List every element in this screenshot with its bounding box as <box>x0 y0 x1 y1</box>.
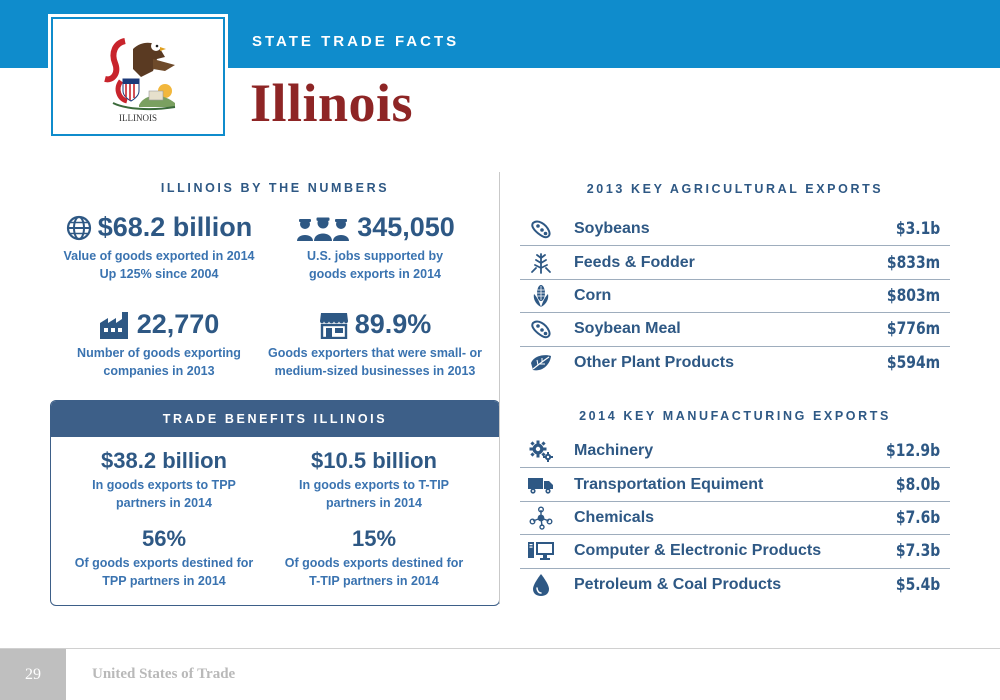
wheat-icon <box>531 252 551 274</box>
export-value: $7.6b <box>895 507 941 528</box>
flag-label: ILLINOIS <box>119 113 157 123</box>
stat-value: 89.9% <box>354 309 432 339</box>
mfg-section-title: 2014 KEY MANUFACTURING EXPORTS <box>579 409 891 423</box>
stat-small-business: 89.9% Goods exporters that were small- o… <box>264 309 486 380</box>
export-value: $833m <box>886 252 941 273</box>
export-name: Soybean Meal <box>574 320 681 338</box>
trade-benefits-panel: TRADE BENEFITS ILLINOIS $38.2 billion In… <box>50 400 500 606</box>
stat-export-value: $68.2 billion Value of goods exported in… <box>52 212 266 283</box>
oil-drop-icon <box>533 574 549 597</box>
list-item: Soybean Meal $776m <box>520 313 950 347</box>
benefit-item: 15% Of goods exports destined for T-TIP … <box>274 526 474 590</box>
stat-desc-line: Value of goods exported in 2014 <box>63 249 255 263</box>
list-item: Feeds & Fodder $833m <box>520 246 950 280</box>
benefit-desc-line: partners in 2014 <box>326 496 422 510</box>
computer-icon <box>528 542 554 561</box>
export-name: Soybeans <box>574 220 650 238</box>
molecule-icon <box>529 506 553 530</box>
list-item: Other Plant Products $594m <box>520 347 950 380</box>
stat-companies: 22,770 Number of goods exporting compani… <box>52 309 266 380</box>
benefit-desc-line: Of goods exports destined for <box>284 556 464 570</box>
stat-value: 22,770 <box>136 309 220 339</box>
export-name: Corn <box>574 286 612 304</box>
list-item: Machinery $12.9b <box>520 435 950 469</box>
stat-desc-line: goods exports in 2014 <box>309 267 441 281</box>
stat-desc-line: Number of goods exporting <box>77 346 241 360</box>
soybean-icon <box>531 320 551 339</box>
stat-desc-line: companies in 2013 <box>103 364 215 378</box>
export-name: Feeds & Fodder <box>574 253 695 271</box>
benefit-desc-line: T-TIP partners in 2014 <box>309 574 439 588</box>
stat-desc-line: U.S. jobs supported by <box>306 249 444 263</box>
list-item: Corn $803m <box>520 280 950 314</box>
column-divider <box>499 172 500 604</box>
factory-icon <box>99 311 128 339</box>
benefit-desc-line: partners in 2014 <box>116 496 212 510</box>
stat-jobs: 345,050 U.S. jobs supported by goods exp… <box>268 212 482 283</box>
benefit-item: 56% Of goods exports destined for TPP pa… <box>64 526 264 590</box>
list-item: Petroleum & Coal Products $5.4b <box>520 569 950 602</box>
leaf-icon <box>531 355 551 371</box>
export-name: Petroleum & Coal Products <box>574 576 782 594</box>
export-value: $12.9b <box>886 441 941 462</box>
benefit-value: 56% <box>141 526 187 551</box>
stat-desc-line: medium-sized businesses in 2013 <box>274 364 476 378</box>
footer-divider <box>0 648 1000 649</box>
corn-icon <box>533 284 549 307</box>
truck-icon <box>528 477 553 494</box>
benefit-value: 15% <box>351 526 397 551</box>
soybean-icon <box>531 220 551 239</box>
page-subtitle: STATE TRADE FACTS <box>252 33 460 50</box>
benefit-item: $38.2 billion In goods exports to TPP pa… <box>64 448 264 512</box>
storefront-icon <box>319 312 348 339</box>
export-name: Other Plant Products <box>574 354 735 372</box>
export-name: Computer & Electronic Products <box>574 542 822 560</box>
stat-value: 345,050 <box>357 212 455 242</box>
export-value: $8.0b <box>895 474 941 495</box>
benefit-value: $38.2 billion <box>101 448 227 473</box>
export-value: $803m <box>886 285 941 306</box>
export-value: $776m <box>886 319 941 340</box>
globe-icon <box>66 215 91 240</box>
publication-title: United States of Trade <box>92 666 236 682</box>
stat-desc-line: Goods exporters that were small- or <box>268 346 482 360</box>
illinois-seal-icon <box>104 38 176 111</box>
benefit-item: $10.5 billion In goods exports to T-TIP … <box>274 448 474 512</box>
workers-icon <box>297 217 350 241</box>
page-number: 29 <box>0 649 66 700</box>
benefit-desc-line: In goods exports to TPP <box>92 478 236 492</box>
export-value: $5.4b <box>895 575 941 596</box>
mfg-export-list: Machinery $12.9b Transportation Equiment… <box>520 435 950 602</box>
export-name: Transportation Equiment <box>574 475 764 493</box>
export-value: $7.3b <box>895 541 941 562</box>
agri-section-title: 2013 KEY AGRICULTURAL EXPORTS <box>586 182 884 196</box>
list-item: Transportation Equiment $8.0b <box>520 468 950 502</box>
list-item: Chemicals $7.6b <box>520 502 950 536</box>
export-value: $3.1b <box>895 219 941 240</box>
benefits-title: TRADE BENEFITS ILLINOIS <box>51 401 499 437</box>
state-flag: ILLINOIS <box>51 17 225 136</box>
export-name: Machinery <box>574 442 654 460</box>
export-value: $594m <box>886 353 941 374</box>
page-title: Illinois <box>250 73 414 133</box>
stat-value: $68.2 billion <box>97 212 253 242</box>
agri-export-list: Soybeans $3.1b Feeds & Fodder $833m Corn… <box>520 213 950 380</box>
stat-desc-line: Up 125% since 2004 <box>99 267 219 281</box>
export-name: Chemicals <box>574 508 655 526</box>
benefit-desc-line: TPP partners in 2014 <box>102 574 226 588</box>
benefit-desc-line: Of goods exports destined for <box>74 556 254 570</box>
benefit-desc-line: In goods exports to T-TIP <box>299 478 449 492</box>
list-item: Computer & Electronic Products $7.3b <box>520 535 950 569</box>
list-item: Soybeans $3.1b <box>520 213 950 247</box>
gears-icon <box>529 440 553 463</box>
numbers-section-title: ILLINOIS BY THE NUMBERS <box>160 181 390 195</box>
benefit-value: $10.5 billion <box>311 448 437 473</box>
